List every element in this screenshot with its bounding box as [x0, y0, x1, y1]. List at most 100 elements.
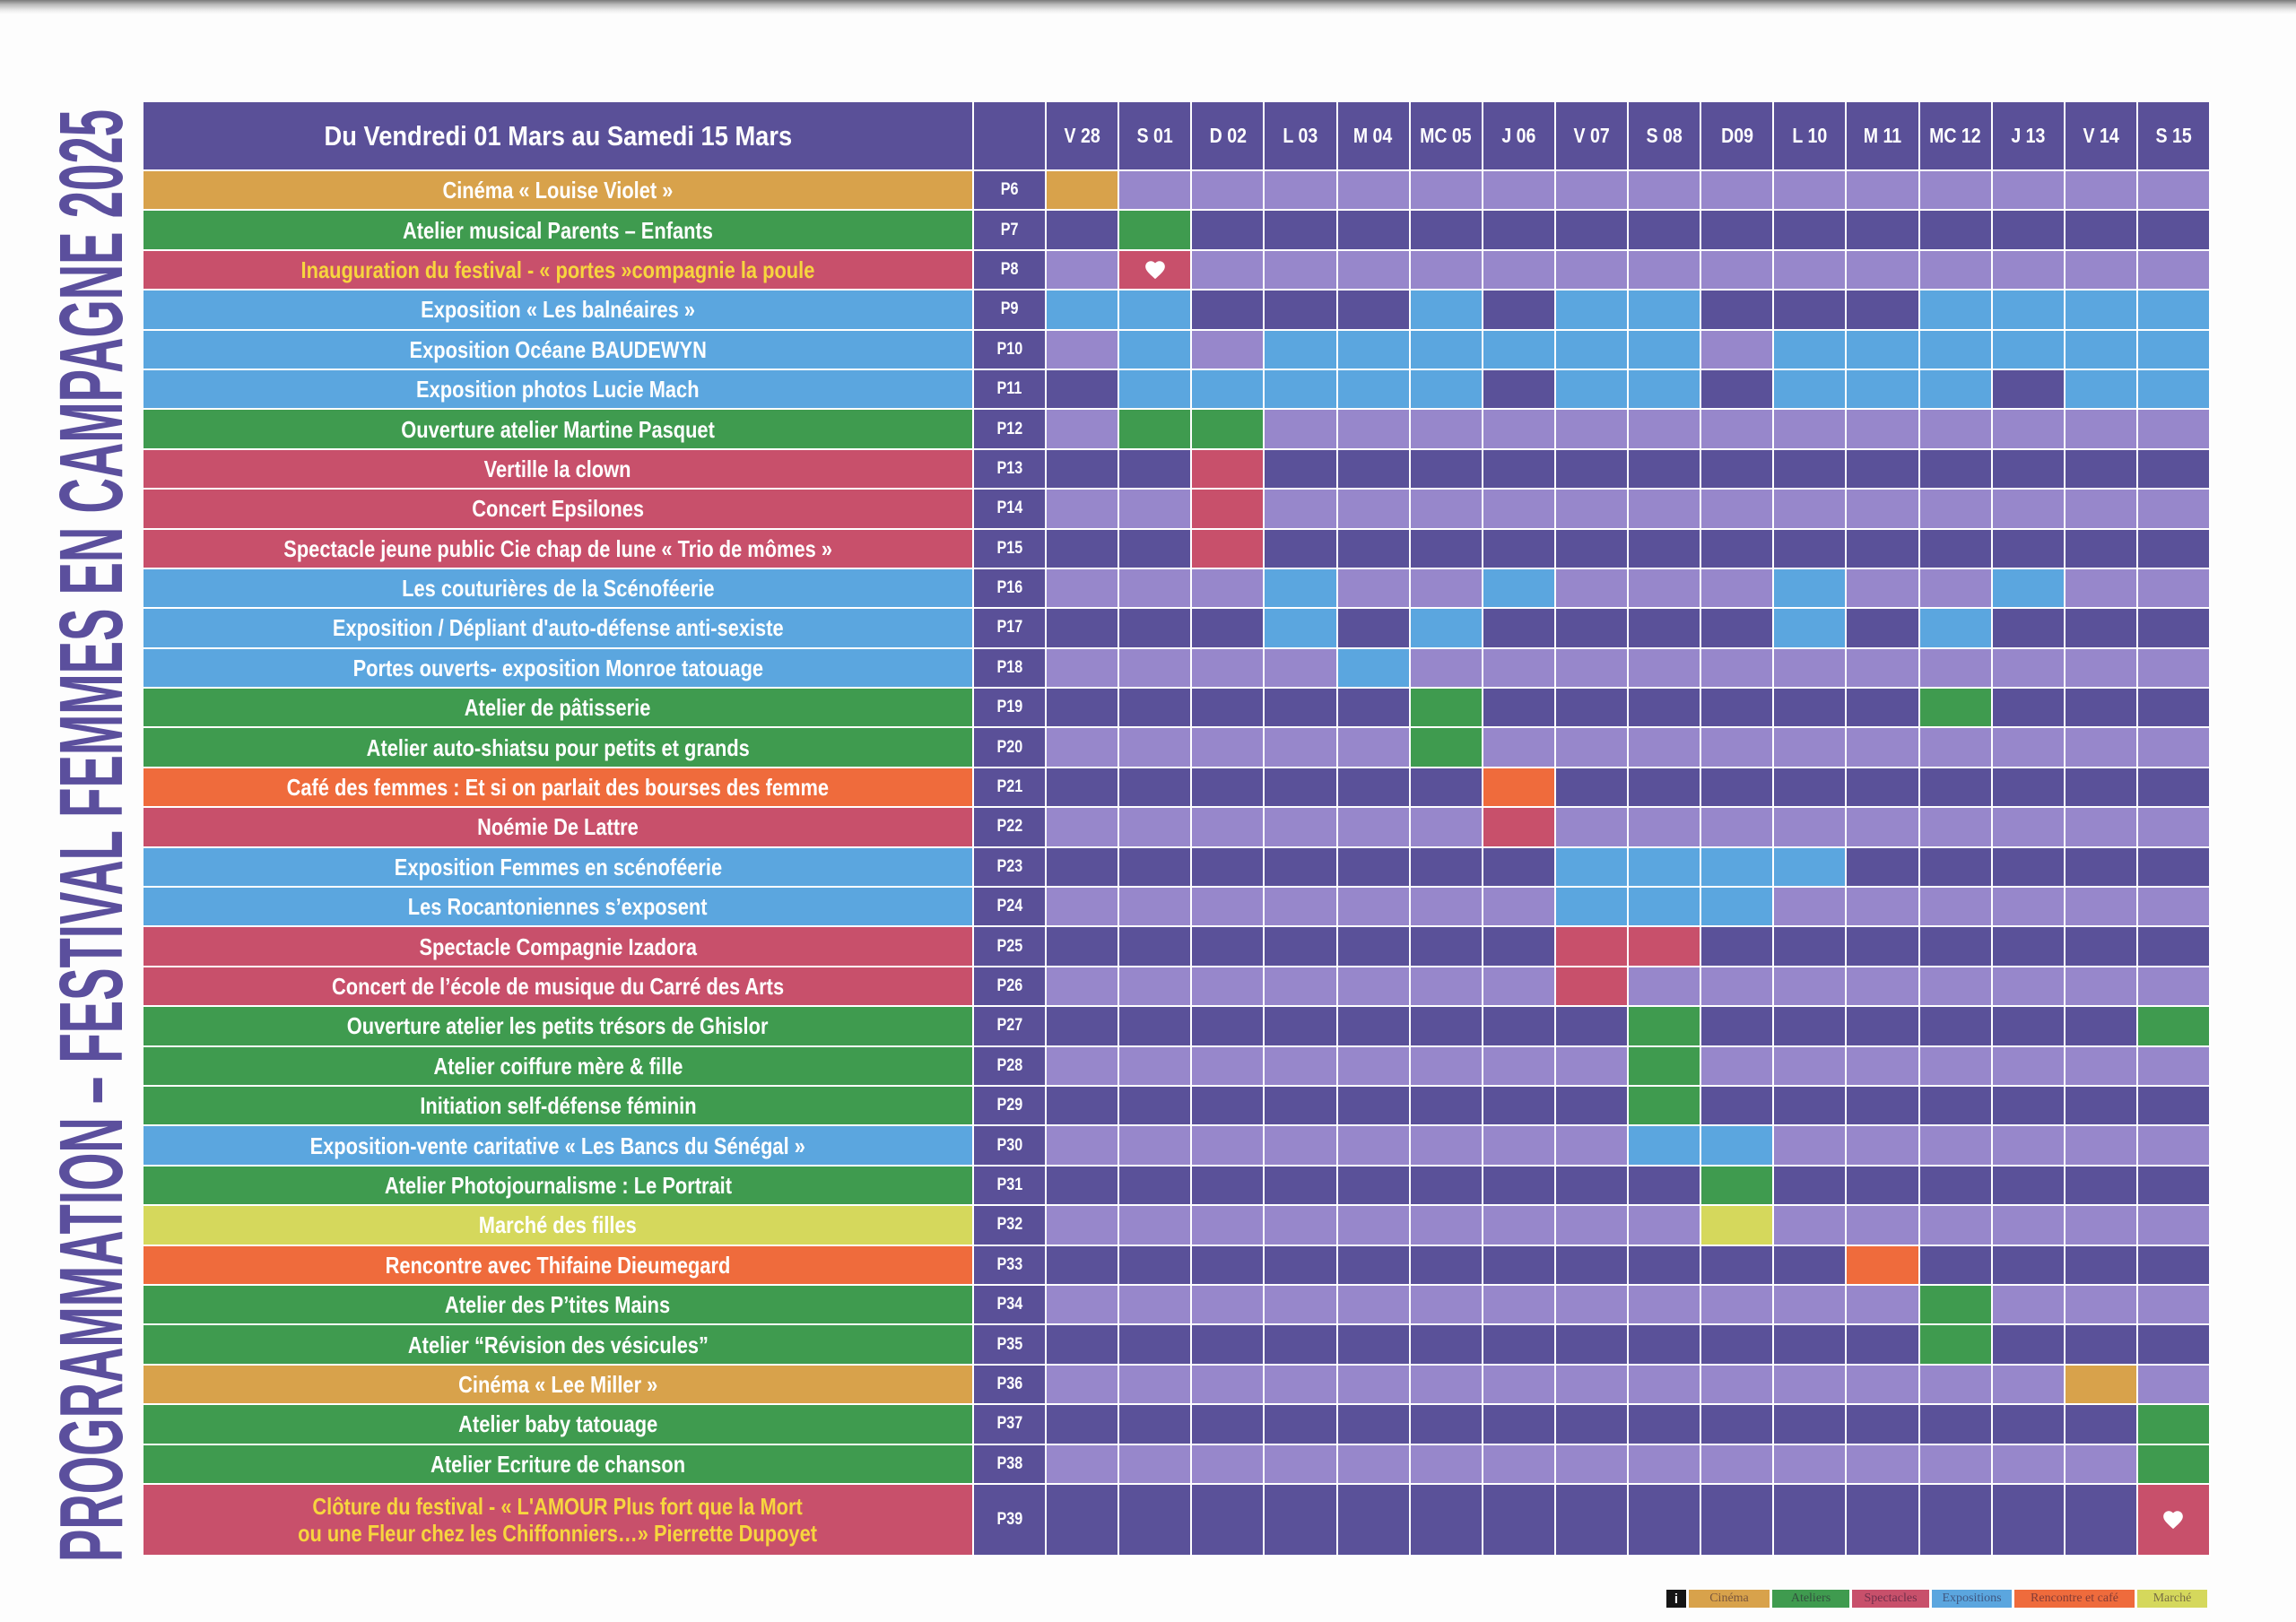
event-name-cell: Atelier “Révision des vésicules”	[144, 1325, 974, 1366]
schedule-cell-active	[1919, 689, 1993, 729]
page-ref-cell: P18	[974, 648, 1047, 690]
schedule-cell	[2137, 609, 2211, 649]
schedule-cell	[1265, 728, 1338, 768]
schedule-cell-active	[1410, 291, 1483, 331]
schedule-cell	[1265, 927, 1338, 967]
schedule-cell-active	[1629, 1046, 1702, 1087]
schedule-cell	[1847, 1484, 1920, 1557]
schedule-cell-active	[1919, 291, 1993, 331]
page-ref: P37	[996, 1414, 1022, 1434]
schedule-cell	[1410, 490, 1483, 530]
schedule-cell	[1992, 410, 2066, 450]
schedule-cell	[1047, 330, 1120, 370]
schedule-cell	[1847, 1365, 1920, 1406]
schedule-cell	[1119, 1126, 1193, 1167]
schedule-cell	[1555, 648, 1629, 690]
schedule-cell	[1483, 529, 1556, 569]
schedule-cell	[1265, 888, 1338, 928]
page-ref: P21	[996, 777, 1022, 797]
schedule-cell	[1919, 1126, 1993, 1167]
schedule-cell	[1847, 250, 1920, 291]
schedule-cell	[1992, 689, 2066, 729]
schedule-cell	[1555, 529, 1629, 569]
schedule-cell	[1919, 490, 1993, 530]
event-name-cell: Initiation self-défense féminin	[144, 1086, 974, 1127]
schedule-cell	[1410, 449, 1483, 490]
day-label: V 14	[2083, 124, 2119, 147]
schedule-cell	[1119, 1365, 1193, 1406]
schedule-cell	[1774, 410, 1848, 450]
event-name-cell: Inauguration du festival - « portes »com…	[144, 250, 974, 291]
schedule-cell	[2065, 1285, 2138, 1326]
schedule-cell-active	[1410, 609, 1483, 649]
schedule-cell	[2065, 1126, 2138, 1167]
day-header: J 06	[1483, 102, 1556, 171]
schedule-cell	[2065, 1245, 2138, 1286]
schedule-cell	[1555, 211, 1629, 251]
day-label: D09	[1720, 124, 1753, 147]
schedule-cell	[1555, 1444, 1629, 1485]
schedule-cell	[2065, 967, 2138, 1008]
event-name: Les Rocantoniennes s’exposent	[408, 893, 708, 921]
schedule-cell	[1119, 490, 1193, 530]
schedule-cell	[1265, 1245, 1338, 1286]
schedule-cell	[1701, 808, 1775, 848]
page-ref-cell: P13	[974, 449, 1047, 490]
schedule-cell	[1629, 1444, 1702, 1485]
event-name: Exposition-vente caritative « Les Bancs …	[309, 1132, 806, 1159]
day-header: M 11	[1847, 102, 1920, 171]
event-name: Exposition « Les balnéaires »	[421, 296, 695, 324]
schedule-cell	[2137, 1325, 2211, 1366]
schedule-cell	[1410, 1484, 1483, 1557]
schedule-cell	[1847, 1086, 1920, 1127]
schedule-cell	[2065, 648, 2138, 690]
schedule-cell-active	[1555, 927, 1629, 967]
schedule-cell-active	[1410, 728, 1483, 768]
schedule-cell	[1483, 927, 1556, 967]
schedule-cell	[1555, 1405, 1629, 1445]
schedule-cell	[1774, 648, 1848, 690]
schedule-cell	[1192, 1126, 1265, 1167]
day-label: M 04	[1353, 124, 1393, 147]
schedule-cell	[1337, 768, 1411, 809]
schedule-cell	[1192, 330, 1265, 370]
schedule-cell	[1919, 1405, 1993, 1445]
schedule-cell-active	[1919, 369, 1993, 411]
schedule-cell-active	[1483, 568, 1556, 610]
schedule-cell	[1047, 1365, 1120, 1406]
schedule-cell	[1629, 1325, 1702, 1366]
day-label: MC 12	[1929, 124, 1981, 147]
schedule-cell-active	[2065, 330, 2138, 370]
schedule-cell	[1337, 211, 1411, 251]
schedule-cell-active	[1119, 369, 1193, 411]
schedule-cell	[1192, 808, 1265, 848]
schedule-cell	[2065, 410, 2138, 450]
schedule-cell	[2065, 927, 2138, 967]
schedule-cell	[1337, 1086, 1411, 1127]
schedule-cell	[1410, 211, 1483, 251]
page-ref: P7	[1000, 220, 1019, 239]
schedule-cell-active	[1992, 291, 2066, 331]
legend-item: Spectacles	[1852, 1590, 1929, 1608]
schedule-cell	[1701, 728, 1775, 768]
schedule-cell	[1192, 967, 1265, 1008]
schedule-cell	[1992, 728, 2066, 768]
schedule-cell	[1265, 1405, 1338, 1445]
schedule-cell	[2137, 1365, 2211, 1406]
event-name-cell: Les Rocantoniennes s’exposent	[144, 888, 974, 928]
page-ref: P8	[1000, 259, 1019, 279]
schedule-cell	[1192, 1206, 1265, 1246]
schedule-cell	[1047, 1285, 1120, 1326]
schedule-cell	[1847, 291, 1920, 331]
schedule-cell-active	[2137, 330, 2211, 370]
schedule-cell	[2137, 728, 2211, 768]
schedule-cell	[1555, 1206, 1629, 1246]
schedule-cell	[1847, 211, 1920, 251]
page-ref-cell: P11	[974, 369, 1047, 411]
schedule-cell	[1119, 1206, 1193, 1246]
schedule-cell	[1265, 490, 1338, 530]
schedule-cell	[1847, 847, 1920, 889]
schedule-cell	[1774, 490, 1848, 530]
schedule-cell	[1847, 648, 1920, 690]
page-ref: P39	[996, 1509, 1022, 1529]
